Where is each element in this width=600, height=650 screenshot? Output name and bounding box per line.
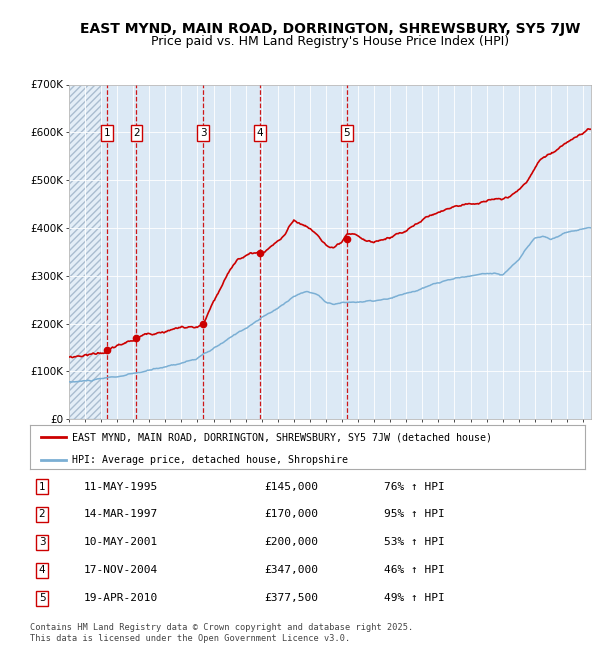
- Text: 2: 2: [38, 510, 46, 519]
- Text: HPI: Average price, detached house, Shropshire: HPI: Average price, detached house, Shro…: [71, 454, 347, 465]
- Text: 53% ↑ HPI: 53% ↑ HPI: [384, 538, 445, 547]
- Text: 3: 3: [38, 538, 46, 547]
- Text: Price paid vs. HM Land Registry's House Price Index (HPI): Price paid vs. HM Land Registry's House …: [151, 35, 509, 48]
- Text: £145,000: £145,000: [264, 482, 318, 491]
- Text: 4: 4: [256, 128, 263, 138]
- Text: 1: 1: [38, 482, 46, 491]
- Text: 1: 1: [104, 128, 110, 138]
- Text: 11-MAY-1995: 11-MAY-1995: [84, 482, 158, 491]
- Text: Contains HM Land Registry data © Crown copyright and database right 2025.
This d: Contains HM Land Registry data © Crown c…: [30, 623, 413, 643]
- Text: 14-MAR-1997: 14-MAR-1997: [84, 510, 158, 519]
- Text: £200,000: £200,000: [264, 538, 318, 547]
- Text: 2: 2: [133, 128, 140, 138]
- Text: 17-NOV-2004: 17-NOV-2004: [84, 566, 158, 575]
- Text: EAST MYND, MAIN ROAD, DORRINGTON, SHREWSBURY, SY5 7JW: EAST MYND, MAIN ROAD, DORRINGTON, SHREWS…: [80, 22, 580, 36]
- Text: 76% ↑ HPI: 76% ↑ HPI: [384, 482, 445, 491]
- Text: 3: 3: [200, 128, 206, 138]
- Text: 4: 4: [38, 566, 46, 575]
- Text: 49% ↑ HPI: 49% ↑ HPI: [384, 593, 445, 603]
- Text: 5: 5: [344, 128, 350, 138]
- Text: 95% ↑ HPI: 95% ↑ HPI: [384, 510, 445, 519]
- Text: 5: 5: [38, 593, 46, 603]
- Text: £347,000: £347,000: [264, 566, 318, 575]
- Text: 19-APR-2010: 19-APR-2010: [84, 593, 158, 603]
- Text: £170,000: £170,000: [264, 510, 318, 519]
- Text: 10-MAY-2001: 10-MAY-2001: [84, 538, 158, 547]
- Text: £377,500: £377,500: [264, 593, 318, 603]
- Text: 46% ↑ HPI: 46% ↑ HPI: [384, 566, 445, 575]
- Text: EAST MYND, MAIN ROAD, DORRINGTON, SHREWSBURY, SY5 7JW (detached house): EAST MYND, MAIN ROAD, DORRINGTON, SHREWS…: [71, 432, 491, 443]
